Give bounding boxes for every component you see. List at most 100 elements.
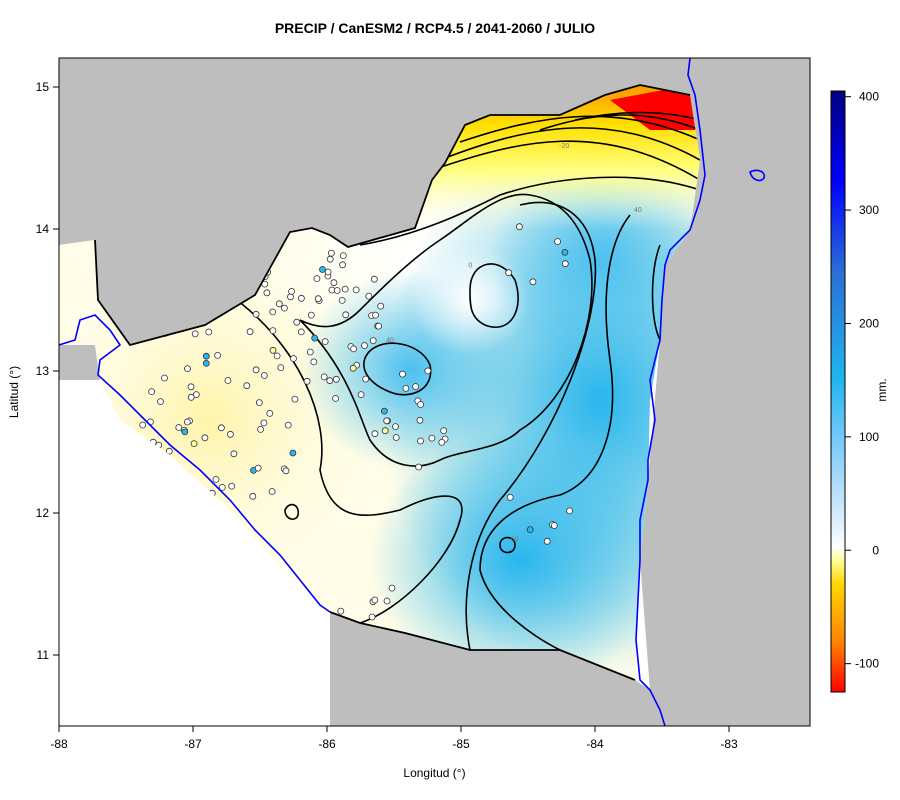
station-point (399, 370, 406, 378)
station-point (561, 248, 569, 256)
station-point (311, 334, 319, 342)
station-point (440, 427, 448, 435)
x-tick-label-1: -87 (184, 737, 202, 751)
colorbar-ticks: 400 300 200 100 0 -100 (845, 90, 879, 671)
x-tick-label-2: -86 (318, 737, 336, 751)
costa-rica-land (330, 612, 670, 726)
station-point (228, 482, 236, 490)
station-point (192, 391, 200, 399)
x-axis-label: Longitud (°) (403, 766, 466, 780)
colorbar-tick-label-0: 400 (859, 90, 879, 104)
station-point (217, 424, 225, 432)
station-point (383, 597, 391, 605)
plot-frame (58, 57, 811, 727)
station-point (212, 475, 220, 483)
station-points (125, 223, 573, 621)
station-point (303, 377, 311, 385)
station-point (339, 261, 347, 269)
station-point (224, 377, 232, 384)
station-point (202, 359, 210, 367)
station-point (260, 419, 268, 427)
station-point (310, 358, 318, 366)
station-point (365, 292, 373, 300)
station-point (350, 345, 358, 353)
station-point (383, 417, 391, 425)
station-point (277, 364, 285, 372)
station-point (255, 399, 263, 407)
station-point (288, 287, 296, 295)
caribbean-panel (640, 58, 810, 726)
station-point (139, 421, 147, 429)
station-point (332, 375, 340, 383)
el-salvador-land (59, 345, 100, 380)
station-point (297, 294, 305, 302)
station-point (361, 342, 368, 349)
station-point (191, 330, 199, 338)
station-point (337, 607, 345, 615)
station-point (190, 440, 198, 448)
contour-label-1: 40 (634, 207, 642, 214)
y-axis: 11 12 13 14 15 (36, 80, 59, 662)
station-point (377, 302, 385, 310)
station-point (157, 398, 164, 406)
station-point (266, 409, 274, 417)
station-point (321, 338, 329, 346)
station-point (313, 275, 321, 283)
station-point (326, 377, 334, 385)
station-point (280, 304, 288, 312)
station-point (428, 434, 436, 442)
station-point (319, 266, 326, 273)
station-point (268, 488, 276, 495)
station-point (226, 430, 234, 438)
x-tick-label-5: -83 (720, 737, 738, 751)
contour-label-0: -20 (559, 143, 569, 150)
station-point (273, 352, 281, 360)
station-point (306, 348, 314, 356)
station-point (505, 269, 513, 277)
station-point (375, 322, 383, 330)
country-borders (94, 84, 691, 681)
station-point (291, 395, 299, 403)
station-point (332, 394, 340, 402)
station-point (415, 463, 423, 471)
colorbar-tick-label-3: 100 (859, 430, 879, 444)
station-point (252, 310, 260, 318)
station-point (388, 584, 396, 592)
station-point (357, 391, 365, 399)
station-point (165, 447, 173, 455)
station-point (327, 249, 335, 257)
station-point (249, 492, 257, 500)
station-point (380, 407, 388, 415)
station-point (526, 526, 534, 533)
station-point (175, 424, 183, 431)
station-point (202, 352, 210, 360)
station-point (516, 223, 523, 231)
station-point (371, 430, 379, 438)
station-point (333, 287, 341, 294)
colorbar-tick-label-2: 200 (859, 316, 879, 330)
station-point (230, 450, 238, 458)
y-tick-label-4: 15 (36, 80, 50, 94)
station-point (148, 388, 156, 396)
station-point (260, 372, 268, 379)
colorbar-tick-label-4: 0 (872, 543, 879, 557)
station-point (263, 289, 271, 297)
station-point (287, 293, 294, 301)
station-point (324, 268, 332, 276)
honduras-land (59, 58, 700, 345)
station-point (566, 507, 573, 515)
station-point (257, 425, 265, 433)
station-point (554, 238, 561, 245)
station-point (187, 393, 195, 401)
station-point (254, 464, 262, 472)
station-point (252, 366, 260, 374)
station-point (290, 355, 297, 362)
station-point (368, 613, 376, 621)
x-tick-label-0: -88 (50, 737, 68, 751)
colorbar-tick-label-5: -100 (855, 657, 879, 671)
contour-label-2: 0 (468, 262, 472, 269)
station-point (342, 311, 350, 319)
station-point (218, 483, 226, 491)
station-point (371, 596, 379, 604)
